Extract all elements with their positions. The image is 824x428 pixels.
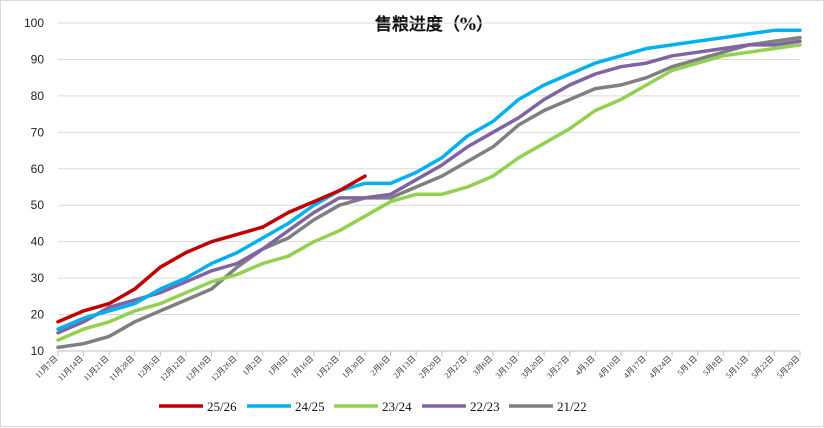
x-tick-label: 12月19日 xyxy=(184,354,213,383)
x-tick-label: 2月20日 xyxy=(417,354,443,380)
legend-label: 21/22 xyxy=(557,399,587,414)
x-tick-label: 2月27日 xyxy=(443,354,469,380)
x-tick-label: 3月6日 xyxy=(471,354,494,377)
series-line-23-24 xyxy=(56,43,802,342)
legend-label: 24/25 xyxy=(295,399,325,414)
x-tick-label: 3月27日 xyxy=(545,354,571,380)
x-tick-label: 12月26日 xyxy=(210,354,239,383)
y-tick-label: 60 xyxy=(31,162,45,176)
series-line-22-23 xyxy=(56,39,802,335)
x-tick-label: 2月6日 xyxy=(369,354,392,377)
series-line-24-25 xyxy=(56,28,802,331)
legend: 25/26 24/25 23/24 22/23 21/22 xyxy=(159,399,587,414)
x-tick-label: 4月24日 xyxy=(647,354,673,380)
x-tick-label: 1月30日 xyxy=(340,354,366,380)
legend-label: 23/24 xyxy=(382,399,412,414)
y-tick-label: 40 xyxy=(31,235,45,249)
x-tick-label: 1月23日 xyxy=(315,354,341,380)
x-tick-label: 5月22日 xyxy=(750,354,776,380)
y-tick-label: 20 xyxy=(31,308,45,322)
x-tick-label: 11月28日 xyxy=(107,354,136,383)
series-lines xyxy=(56,28,802,350)
x-tick-label: 5月8日 xyxy=(701,354,724,377)
legend-label: 25/26 xyxy=(207,399,237,414)
y-axis-ticks: 10 20 30 40 50 60 70 80 90 100 xyxy=(24,16,44,358)
x-tick-label: 1月9日 xyxy=(266,354,289,377)
x-tick-label: 1月16日 xyxy=(289,354,315,380)
series-line-21-22 xyxy=(56,35,802,350)
y-tick-label: 50 xyxy=(31,198,45,212)
y-tick-label: 90 xyxy=(31,52,45,66)
y-tick-label: 30 xyxy=(31,271,45,285)
x-tick-label: 4月3日 xyxy=(573,354,596,377)
x-tick-label: 5月29日 xyxy=(775,354,801,380)
x-tick-label: 1月2日 xyxy=(241,354,264,377)
y-tick-label: 10 xyxy=(31,344,45,358)
chart-title: 售粮进度（%） xyxy=(375,14,493,35)
x-tick-label: 3月20日 xyxy=(519,354,545,380)
x-tick-label: 5月1日 xyxy=(676,354,699,377)
x-tick-label: 12月12日 xyxy=(158,354,187,383)
y-tick-label: 100 xyxy=(24,16,44,30)
y-tick-label: 80 xyxy=(31,89,45,103)
x-tick-label: 3月13日 xyxy=(494,354,520,380)
x-tick-label: 11月14日 xyxy=(56,354,85,383)
series-line-25-26 xyxy=(56,174,367,324)
x-tick-label: 11月21日 xyxy=(82,354,111,383)
x-tick-label: 5月15日 xyxy=(724,354,750,380)
y-tick-label: 70 xyxy=(31,125,45,139)
legend-label: 22/23 xyxy=(470,399,500,414)
x-tick-label: 2月13日 xyxy=(391,354,417,380)
x-tick-label: 4月10日 xyxy=(596,354,622,380)
x-tick-label: 4月17日 xyxy=(622,354,648,380)
